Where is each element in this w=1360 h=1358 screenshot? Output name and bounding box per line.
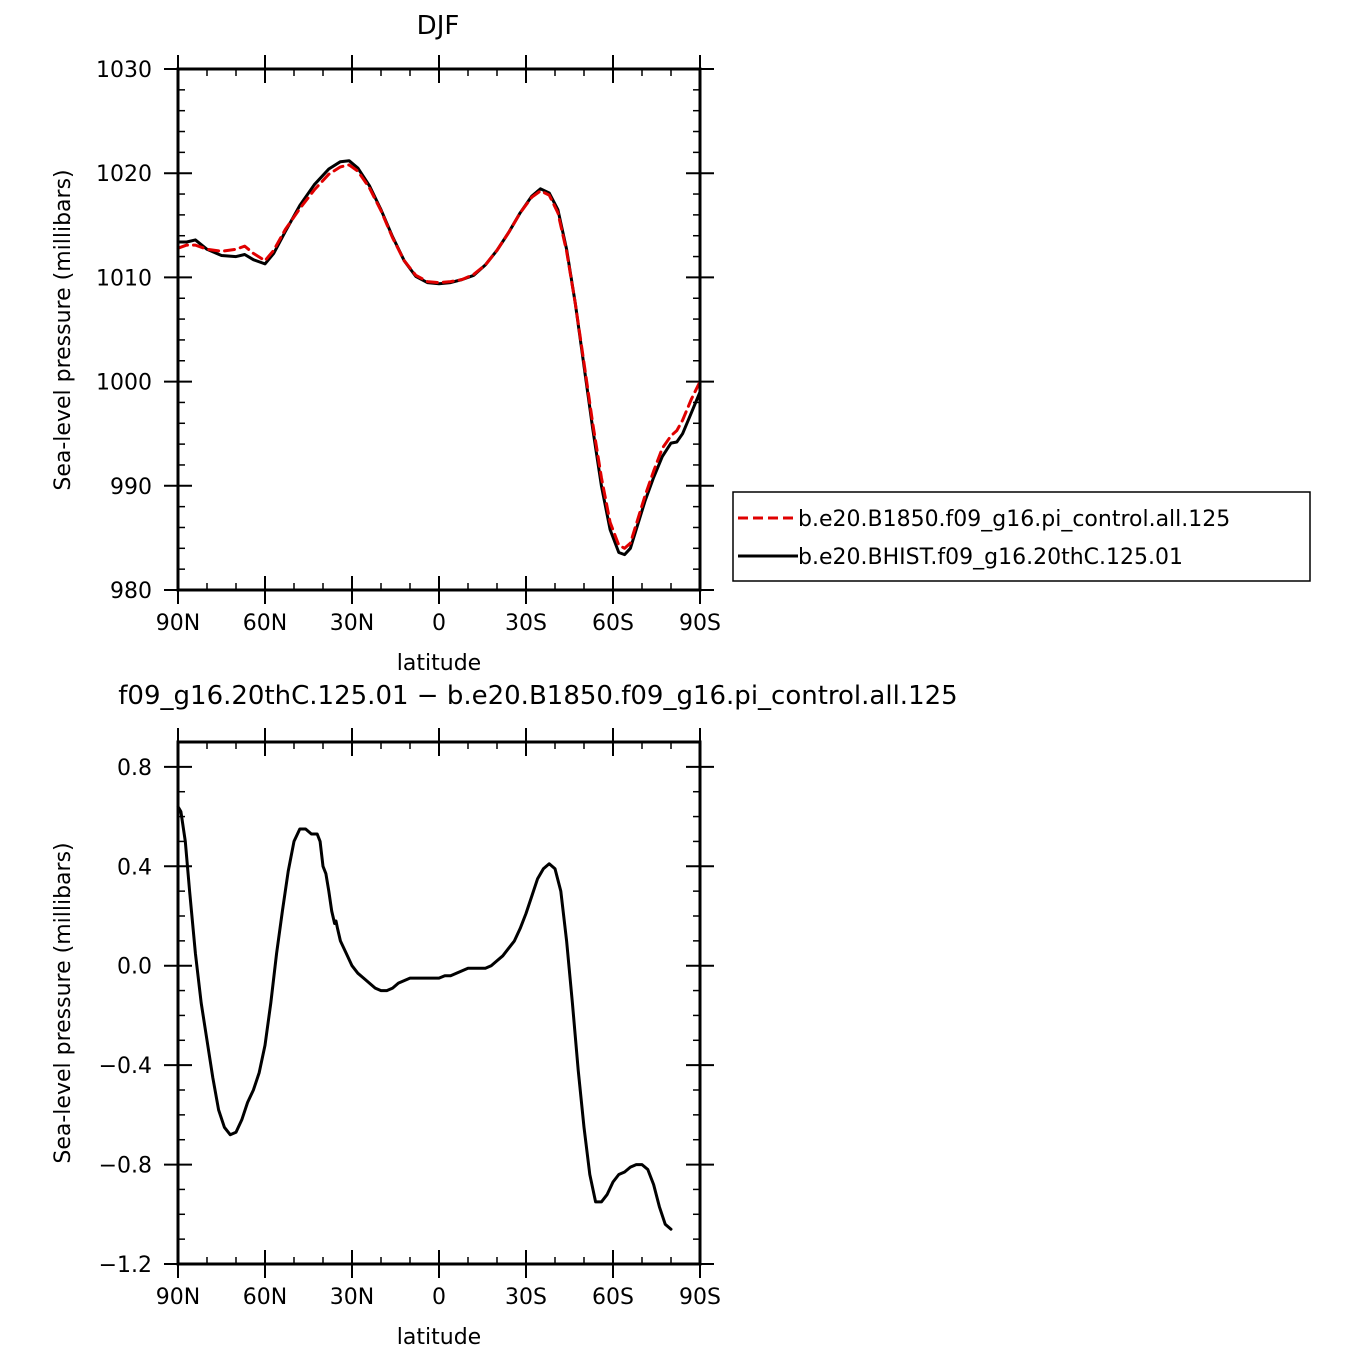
panel-djf-tick-labels: 90N 60N 30N 0 30S 60S 90S 980 990 1000 1010 1020 103… xyxy=(96,58,721,636)
panel-djf-ytick-label-3: 1010 xyxy=(96,266,152,291)
panel-djf-ytick-label-4: 1020 xyxy=(96,162,152,187)
panel-difference-tick-labels: 90N 60N 30N 0 30S 60S 90S −1.2 −0.8 −0.4 0.0 0.4 0.8 xyxy=(99,756,721,1310)
legend: b.e20.B1850.f09_g16.pi_control.all.125 b… xyxy=(732,491,1311,582)
panel-difference-xtick-label-3: 0 xyxy=(432,1285,446,1310)
panel-djf-series-line-0 xyxy=(176,163,702,550)
panel-djf-series xyxy=(176,159,702,557)
legend-box xyxy=(732,491,1311,582)
panel-djf-ytick-label-2: 1000 xyxy=(96,371,152,396)
panel-djf-xtick-label-1: 60N xyxy=(243,611,287,636)
panel-difference-ytick-label-3: 0.0 xyxy=(117,955,152,980)
panel-difference-ytick-label-4: 0.4 xyxy=(117,855,152,880)
panel-difference-series-line-0 xyxy=(176,805,673,1231)
panel-difference-xtick-label-1: 60N xyxy=(243,1285,287,1310)
panel-difference-xtick-label-5: 60S xyxy=(592,1285,634,1310)
panel-difference-ytick-label-1: −0.8 xyxy=(99,1154,152,1179)
panel-djf-frame xyxy=(176,67,702,592)
panel-difference-frame xyxy=(176,740,702,1266)
legend-label-bhist: b.e20.BHIST.f09_g16.20thC.125.01 xyxy=(798,545,1183,570)
panel-djf-xtick-label-6: 90S xyxy=(679,611,721,636)
panel-djf-series-line-1 xyxy=(176,159,702,557)
panel-difference-ytick-label-5: 0.8 xyxy=(117,756,152,781)
panel-difference-xtick-label-0: 90N xyxy=(156,1285,200,1310)
panel-difference-title: f09_g16.20thC.125.01 − b.e20.B1850.f09_g… xyxy=(118,681,957,711)
panel-djf-xtick-label-2: 30N xyxy=(330,611,374,636)
panel-difference-xtick-label-6: 90S xyxy=(679,1285,721,1310)
panel-djf-ytick-label-1: 990 xyxy=(110,475,152,500)
panel-difference: f09_g16.20thC.125.01 − b.e20.B1850.f09_g… xyxy=(51,681,958,1350)
panel-difference-series xyxy=(176,805,673,1231)
panel-djf-ytick-label-0: 980 xyxy=(110,579,152,604)
panel-djf-xtick-label-5: 60S xyxy=(592,611,634,636)
legend-label-b1850: b.e20.B1850.f09_g16.pi_control.all.125 xyxy=(798,507,1230,532)
panel-djf: DJF 90N 60N 30N 0 30S 60S 90S 980 990 1000 1010 102… xyxy=(51,11,1311,676)
panel-djf-ylabel: Sea-level pressure (millibars) xyxy=(51,169,76,490)
panel-djf-title: DJF xyxy=(417,11,460,41)
panel-difference-ticks xyxy=(164,728,714,1278)
panel-difference-ylabel: Sea-level pressure (millibars) xyxy=(51,842,76,1163)
panel-djf-xlabel: latitude xyxy=(397,651,481,676)
panel-djf-ticks xyxy=(164,55,714,604)
panel-djf-xtick-label-4: 30S xyxy=(505,611,547,636)
panel-difference-xlabel: latitude xyxy=(397,1325,481,1350)
panel-difference-ytick-label-0: −1.2 xyxy=(99,1253,152,1278)
panel-difference-ytick-label-2: −0.4 xyxy=(99,1054,152,1079)
panel-djf-ytick-label-5: 1030 xyxy=(96,58,152,83)
panel-djf-xtick-label-0: 90N xyxy=(156,611,200,636)
panel-difference-xtick-label-2: 30N xyxy=(330,1285,374,1310)
panel-difference-xtick-label-4: 30S xyxy=(505,1285,547,1310)
panel-djf-xtick-label-3: 0 xyxy=(432,611,446,636)
